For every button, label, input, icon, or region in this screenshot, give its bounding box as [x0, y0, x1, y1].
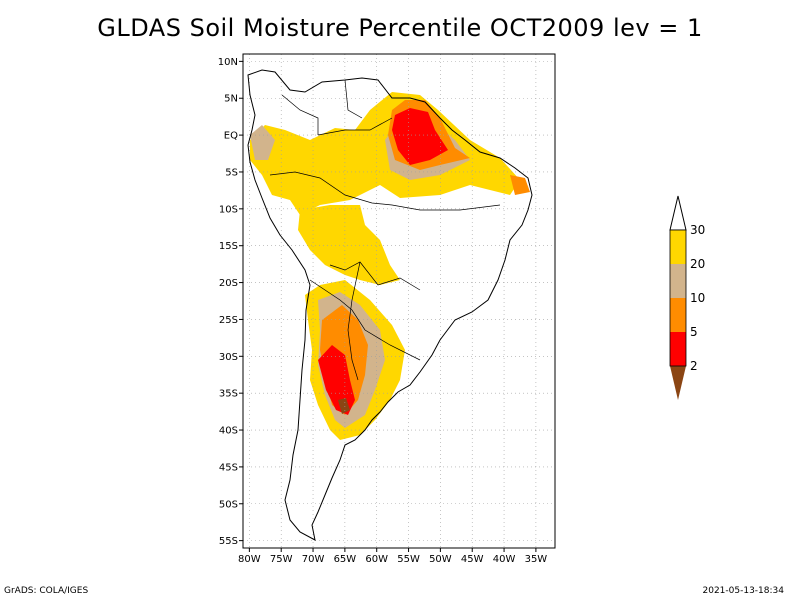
- footer-timestamp: 2021-05-13-18:34: [702, 586, 785, 596]
- colorbar: 30 20 10 5 2: [669, 195, 705, 400]
- shade-red-south: [318, 345, 355, 415]
- lat-tick-label: 10N: [218, 57, 238, 68]
- shade-tan-west: [250, 125, 275, 160]
- lon-tick-label: 45W: [461, 554, 484, 565]
- lat-tick-label: 5S: [225, 167, 238, 178]
- country-borders: [269, 79, 501, 381]
- lat-tick-label: 25S: [219, 315, 238, 326]
- colorbar-label: 2: [690, 359, 698, 373]
- colorbar-top-arrow: [669, 195, 687, 231]
- colorbar-label: 10: [690, 291, 705, 305]
- shade-brown-south: [338, 398, 350, 414]
- lat-tick-label: 45S: [219, 462, 238, 473]
- lat-tick-label: 5N: [224, 94, 238, 105]
- lon-tick-label: 35W: [525, 554, 548, 565]
- longitude-axis: 80W 75W 70W 65W 60W 55W 50W 45W 40W 35W: [238, 548, 547, 565]
- colorbar-segment: [670, 230, 686, 264]
- lat-tick-label: 40S: [219, 426, 238, 437]
- shade-red-north: [392, 108, 448, 165]
- colorbar-outline: [669, 229, 687, 367]
- colorbar-bottom-arrow: [670, 366, 686, 400]
- lat-tick-label: 15S: [219, 241, 238, 252]
- lat-tick-label: 30S: [219, 352, 238, 363]
- lat-tick-label: 35S: [219, 389, 238, 400]
- lat-tick-label: 55S: [219, 536, 238, 547]
- lat-tick-label: 10S: [219, 204, 238, 215]
- lon-tick-label: 55W: [397, 554, 420, 565]
- lon-tick-label: 60W: [365, 554, 388, 565]
- colorbar-segment: [670, 332, 686, 366]
- shade-orange-east: [510, 175, 530, 195]
- colorbar-label: 20: [690, 257, 705, 271]
- colorbar-label: 30: [690, 223, 705, 237]
- lat-tick-label: 20S: [219, 278, 238, 289]
- colorbar-segment: [670, 298, 686, 332]
- lon-tick-label: 75W: [270, 554, 293, 565]
- map-title: GLDAS Soil Moisture Percentile OCT2009 l…: [97, 14, 703, 42]
- lon-tick-label: 50W: [429, 554, 452, 565]
- shade-yellow-north: [250, 92, 520, 215]
- map-frame: [242, 53, 556, 549]
- lat-tick-label: EQ: [224, 131, 238, 142]
- lon-tick-label: 70W: [302, 554, 325, 565]
- colorbar-label: 5: [690, 325, 698, 339]
- south-america-coastline: [247, 69, 533, 541]
- lon-tick-label: 80W: [238, 554, 261, 565]
- colorbar-segment: [670, 264, 686, 298]
- shade-yellow-central: [298, 205, 400, 285]
- lon-tick-label: 40W: [493, 554, 516, 565]
- lat-tick-label: 50S: [219, 499, 238, 510]
- continent-outline: [247, 69, 533, 541]
- lon-tick-label: 65W: [334, 554, 357, 565]
- latitude-axis: 10N 5N EQ 5S 10S 15S 20S 25S 30S 35S 40S 45S 50S 55S: [218, 57, 243, 547]
- footer-software-credit: GrADS: COLA/IGES: [4, 586, 89, 596]
- shading-layer: [250, 92, 530, 440]
